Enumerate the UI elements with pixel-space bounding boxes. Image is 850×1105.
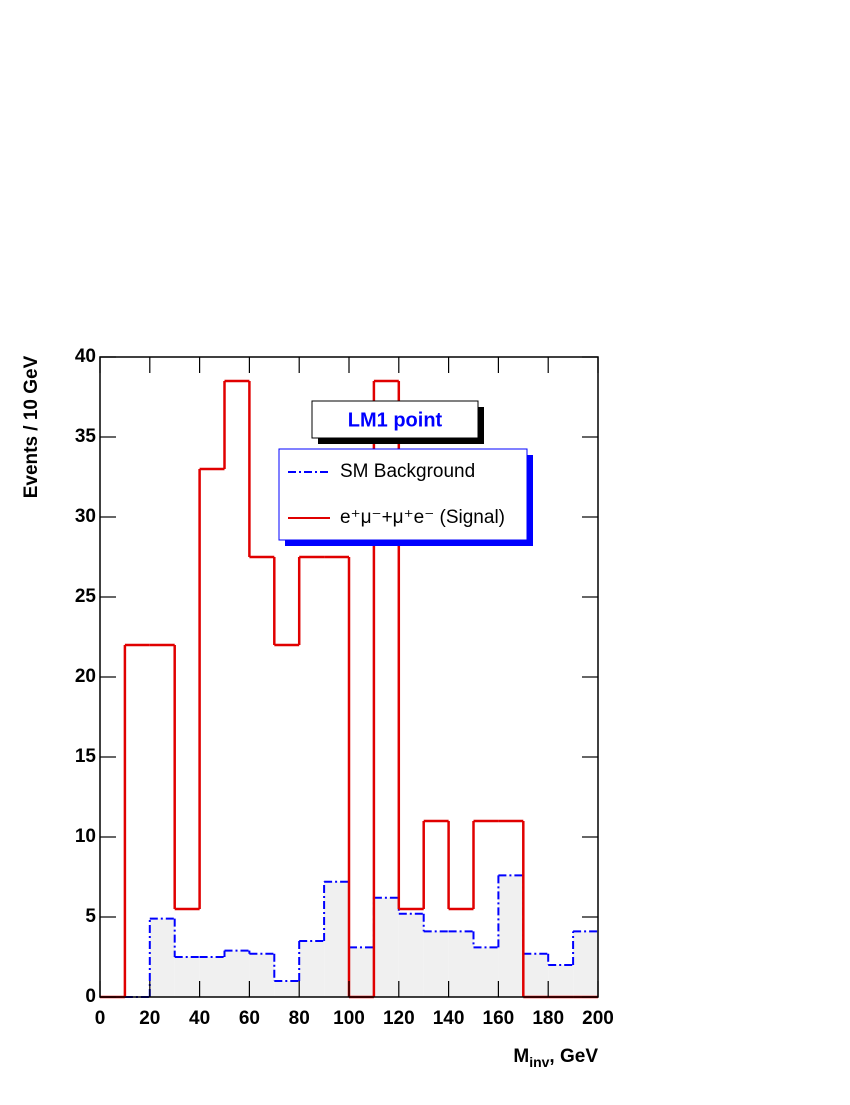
x-tick-label: 200 — [582, 1008, 614, 1029]
background-fill — [523, 953, 549, 997]
x-axis-label: Minv, GeV — [513, 1046, 598, 1070]
background-fill — [299, 941, 325, 997]
x-tick-label: 180 — [532, 1008, 564, 1029]
background-fill — [473, 947, 499, 997]
background-fill — [174, 957, 200, 997]
x-label-main: M — [513, 1046, 529, 1067]
x-tick-label: 40 — [189, 1008, 210, 1029]
x-label-sub: inv — [529, 1054, 549, 1070]
x-tick-label: 20 — [139, 1008, 160, 1029]
x-tick-label: 80 — [289, 1008, 310, 1029]
background-fill — [224, 950, 250, 997]
background-fill — [573, 931, 598, 997]
background-fill — [548, 965, 574, 997]
y-tick-label: 25 — [75, 586, 97, 607]
y-tick-label: 0 — [85, 986, 96, 1007]
background-fill — [149, 918, 175, 997]
background-fill — [349, 947, 374, 997]
x-tick-label: 100 — [333, 1008, 365, 1029]
background-fill — [448, 931, 474, 997]
y-tick-label: 10 — [75, 826, 96, 847]
y-tick-label: 40 — [75, 346, 96, 367]
x-tick-label: 0 — [95, 1008, 106, 1029]
x-tick-label: 140 — [433, 1008, 465, 1029]
x-tick-label: 160 — [483, 1008, 515, 1029]
background-fill — [249, 953, 275, 997]
y-tick-label: 35 — [75, 426, 97, 447]
y-tick-label: 15 — [75, 746, 97, 767]
annotation: LM1 point — [348, 409, 443, 431]
annotation-box — [311, 400, 479, 439]
x-tick-label: 60 — [239, 1008, 260, 1029]
legend-label: e⁺μ⁻+μ⁺e⁻ (Signal) — [340, 507, 505, 528]
y-axis-label: Events / 10 GeV — [21, 355, 42, 498]
legend-label: SM Background — [340, 461, 475, 482]
x-label-unit: , GeV — [549, 1046, 598, 1067]
y-tick-label: 20 — [75, 666, 96, 687]
background-fill — [398, 913, 424, 997]
background-fill — [498, 875, 524, 997]
background-fill — [373, 897, 399, 997]
y-tick-label: 5 — [85, 906, 96, 927]
background-fill — [274, 981, 300, 997]
background-fill — [324, 881, 349, 997]
legend-box — [278, 448, 528, 541]
y-tick-label: 30 — [75, 506, 96, 527]
x-tick-label: 120 — [383, 1008, 415, 1029]
background-fill — [199, 957, 225, 997]
background-fill — [423, 931, 449, 997]
